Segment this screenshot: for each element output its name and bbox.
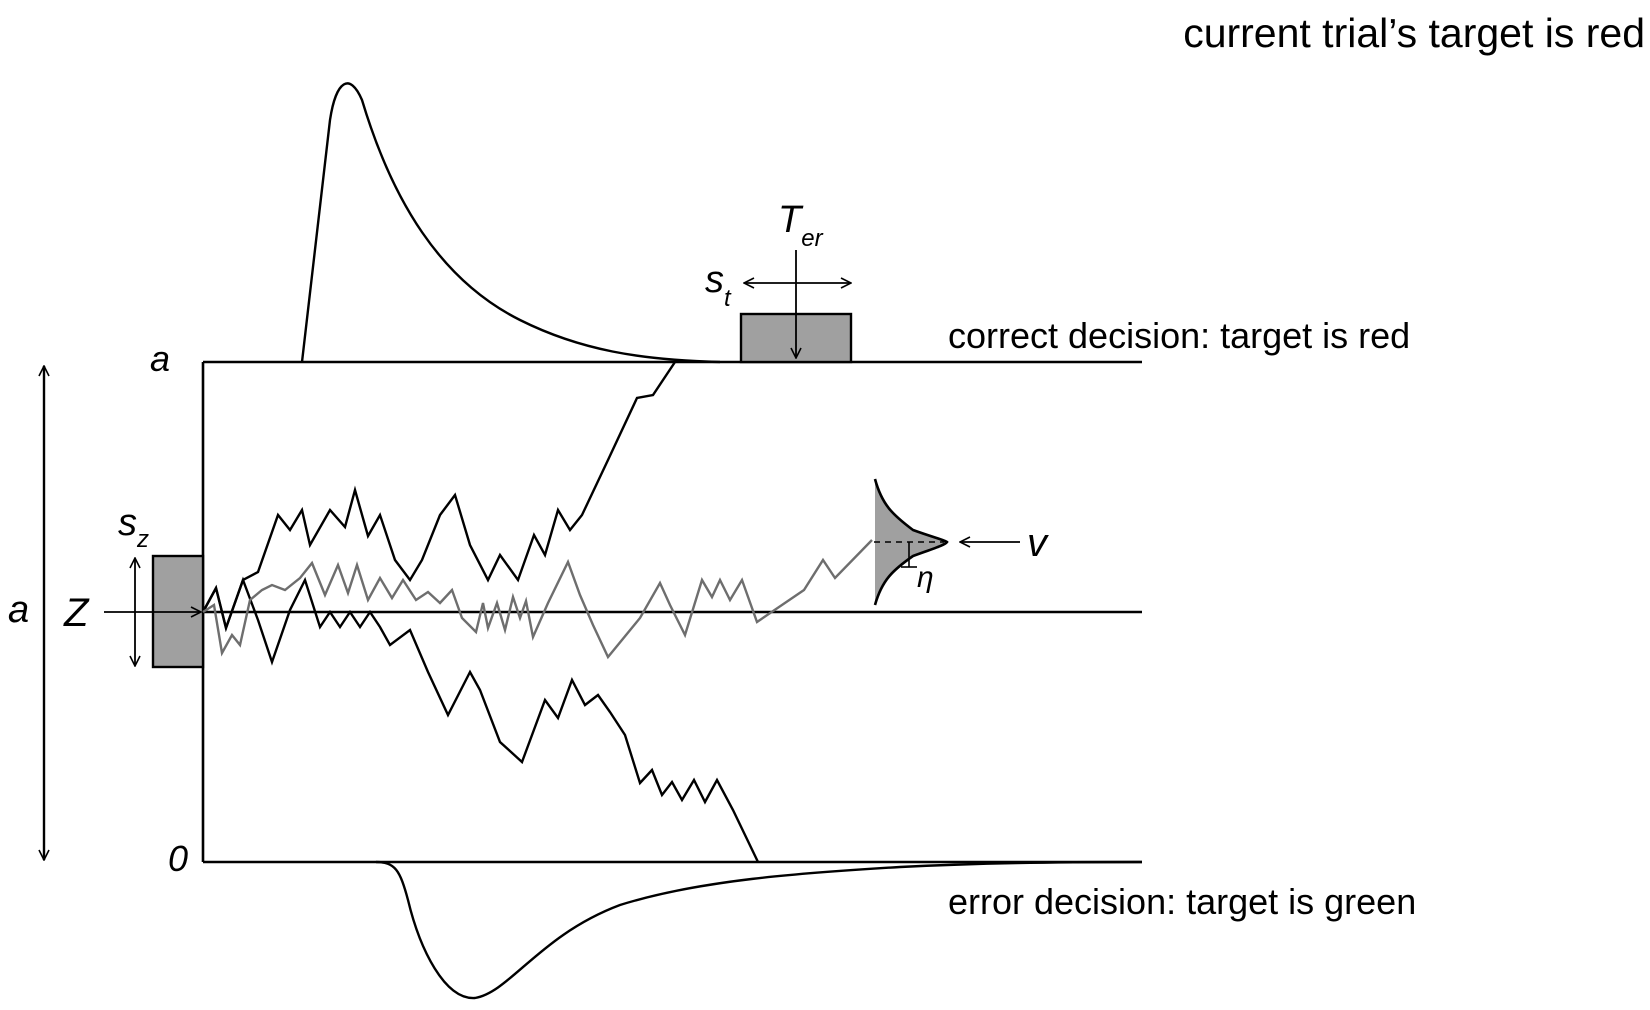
error-rt-distribution (375, 860, 1143, 1000)
title: current trial’s target is red (1183, 10, 1645, 56)
lower-boundary-label: error decision: target is green (948, 881, 1416, 922)
sz-label: sz (118, 502, 149, 553)
eta-label: η (917, 561, 934, 594)
upper-boundary-value: a (150, 338, 170, 379)
correct-rt-distribution (300, 82, 721, 364)
separation-label: a (8, 589, 29, 631)
sz-label-sub: z (136, 526, 149, 553)
st-label-main: s (705, 259, 724, 301)
lower-sample-path (201, 576, 760, 863)
ter-label-sub: er (801, 225, 823, 252)
st-label: st (705, 259, 732, 312)
lower-boundary-value: 0 (168, 838, 188, 879)
drift-label: v (1027, 521, 1049, 565)
grey-sample-path (202, 539, 873, 660)
sz-label-main: s (118, 502, 137, 544)
ter-label: Ter (778, 199, 824, 252)
start-point-label: Z (63, 591, 90, 635)
ter-label-main: T (778, 199, 804, 241)
upper-sample-path (201, 361, 676, 633)
st-label-sub: t (724, 285, 732, 312)
drift-distribution-outline (873, 478, 949, 606)
upper-boundary-label: correct decision: target is red (948, 315, 1410, 356)
